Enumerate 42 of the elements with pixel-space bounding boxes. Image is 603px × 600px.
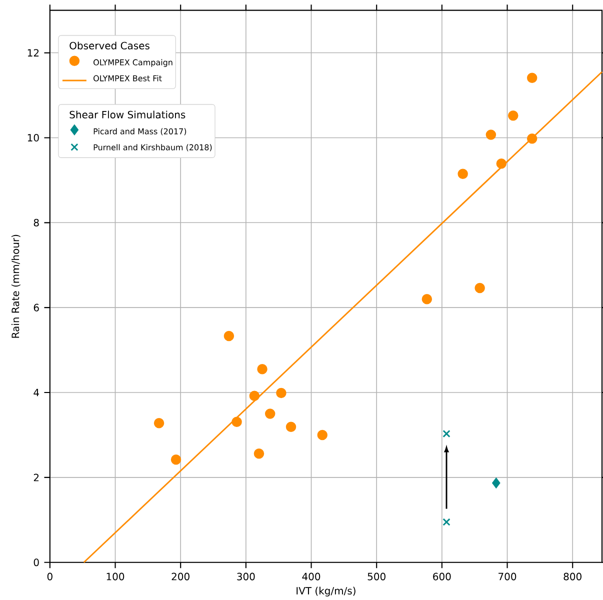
- point: [526, 72, 538, 83]
- y-tick-label: 2: [34, 474, 39, 482]
- point: [257, 364, 268, 374]
- point: [264, 408, 276, 419]
- text: Observed Cases: [70, 42, 150, 50]
- point: [249, 390, 260, 401]
- point: [317, 430, 328, 440]
- point: [442, 518, 450, 526]
- x-tick-label: 0: [47, 572, 52, 580]
- point: [474, 282, 485, 294]
- y-tick-label: 6: [34, 304, 39, 312]
- x-tick-label: 200: [172, 572, 190, 580]
- point: [286, 422, 296, 432]
- x-tick-label: 300: [237, 572, 255, 580]
- y-tick-label: 12: [28, 48, 39, 56]
- point: [276, 388, 286, 398]
- point: [458, 168, 468, 179]
- x-tick-label: 400: [302, 572, 320, 580]
- point: [526, 133, 538, 144]
- point: [496, 158, 507, 169]
- point: [486, 129, 496, 140]
- y-axis-title: Rain Rate (mm/hour): [11, 234, 20, 338]
- x-tick-label: 100: [106, 572, 124, 580]
- point: [170, 454, 182, 465]
- point: [154, 418, 164, 428]
- x-tick-label: 600: [433, 572, 451, 580]
- x-axis-title: IVT (kg/m/s): [296, 586, 356, 596]
- point: [442, 430, 450, 438]
- point: [492, 478, 500, 488]
- point: [254, 448, 264, 459]
- point: [422, 294, 432, 304]
- x-tick-label: 500: [368, 572, 386, 580]
- y-tick-label: 10: [28, 134, 39, 142]
- point: [508, 110, 518, 121]
- y-tick-label: 8: [34, 218, 39, 226]
- x-tick-label: 800: [564, 572, 582, 580]
- y-tick-label: 4: [34, 388, 39, 396]
- point: [224, 330, 234, 342]
- text: Shear Flow Simulations: [70, 110, 186, 118]
- y-tick-label: 0: [34, 558, 39, 566]
- point: [232, 416, 242, 427]
- x-tick-label: 700: [498, 572, 516, 580]
